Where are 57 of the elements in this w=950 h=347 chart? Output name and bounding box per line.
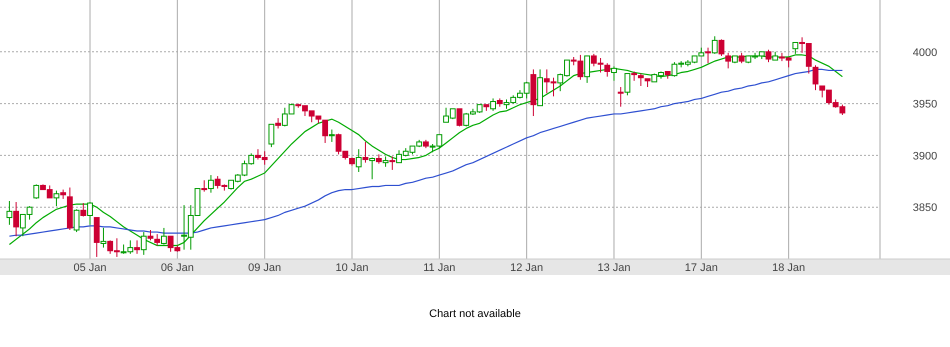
candlestick	[328, 129, 335, 142]
candlestick	[604, 62, 610, 78]
x-tick-label: 06 Jan	[160, 262, 194, 274]
candlestick	[154, 234, 160, 246]
candlestick	[322, 120, 328, 144]
candlestick	[140, 232, 147, 256]
candlestick	[356, 148, 362, 172]
candlestick	[33, 184, 40, 200]
x-tick-label: 05 Jan	[74, 262, 107, 274]
candlestick	[389, 156, 396, 170]
candlestick	[148, 229, 154, 241]
y-tick-label: 3950	[912, 98, 938, 111]
x-tick-label: 17 Jan	[684, 262, 718, 274]
candlestick	[584, 55, 590, 84]
candlestick	[160, 227, 167, 245]
candlestick	[792, 42, 798, 54]
candlestick	[705, 47, 711, 64]
candlestick	[6, 200, 12, 226]
y-tick-label: 3900	[912, 150, 938, 162]
x-tick-label: 13 Jan	[597, 262, 630, 274]
candlestick	[268, 124, 274, 148]
candlestick	[54, 190, 60, 207]
x-tick-label: 18 Jan	[772, 262, 806, 274]
y-tick-label: 4000	[912, 46, 938, 59]
candlestick	[631, 70, 638, 82]
candlestick	[618, 86, 624, 108]
candlestick	[208, 174, 214, 194]
candlestick	[376, 154, 382, 164]
candlestick	[74, 208, 80, 233]
candlestick	[766, 49, 772, 63]
candlestick	[725, 52, 732, 69]
y-tick-label: 3850	[912, 202, 938, 214]
candlestick	[490, 98, 496, 112]
candlestick	[13, 202, 20, 237]
x-tick-label: 12 Jan	[510, 262, 544, 274]
candlestick	[80, 202, 86, 218]
candlestick	[87, 202, 93, 226]
candlestick	[624, 73, 630, 96]
x-tick-label: 11 Jan	[423, 262, 456, 274]
candlestick	[100, 227, 106, 248]
x-tick-label: 09 Jan	[248, 262, 282, 274]
candlestick	[362, 141, 368, 164]
x-tick-label: 10 Jan	[335, 262, 369, 274]
candlestick	[611, 66, 617, 82]
candlestick	[134, 240, 140, 254]
candlestick	[738, 52, 745, 64]
candlestick	[456, 108, 462, 127]
candlestick	[275, 118, 282, 129]
candlestick	[369, 156, 376, 180]
candlestick	[201, 180, 208, 192]
candlestick	[638, 73, 644, 86]
candlestick	[60, 189, 66, 200]
candlestick	[718, 38, 724, 56]
candlestick	[382, 156, 389, 168]
candlestick	[712, 36, 718, 54]
text: Chart not available	[429, 308, 521, 320]
candlestick	[812, 64, 818, 91]
